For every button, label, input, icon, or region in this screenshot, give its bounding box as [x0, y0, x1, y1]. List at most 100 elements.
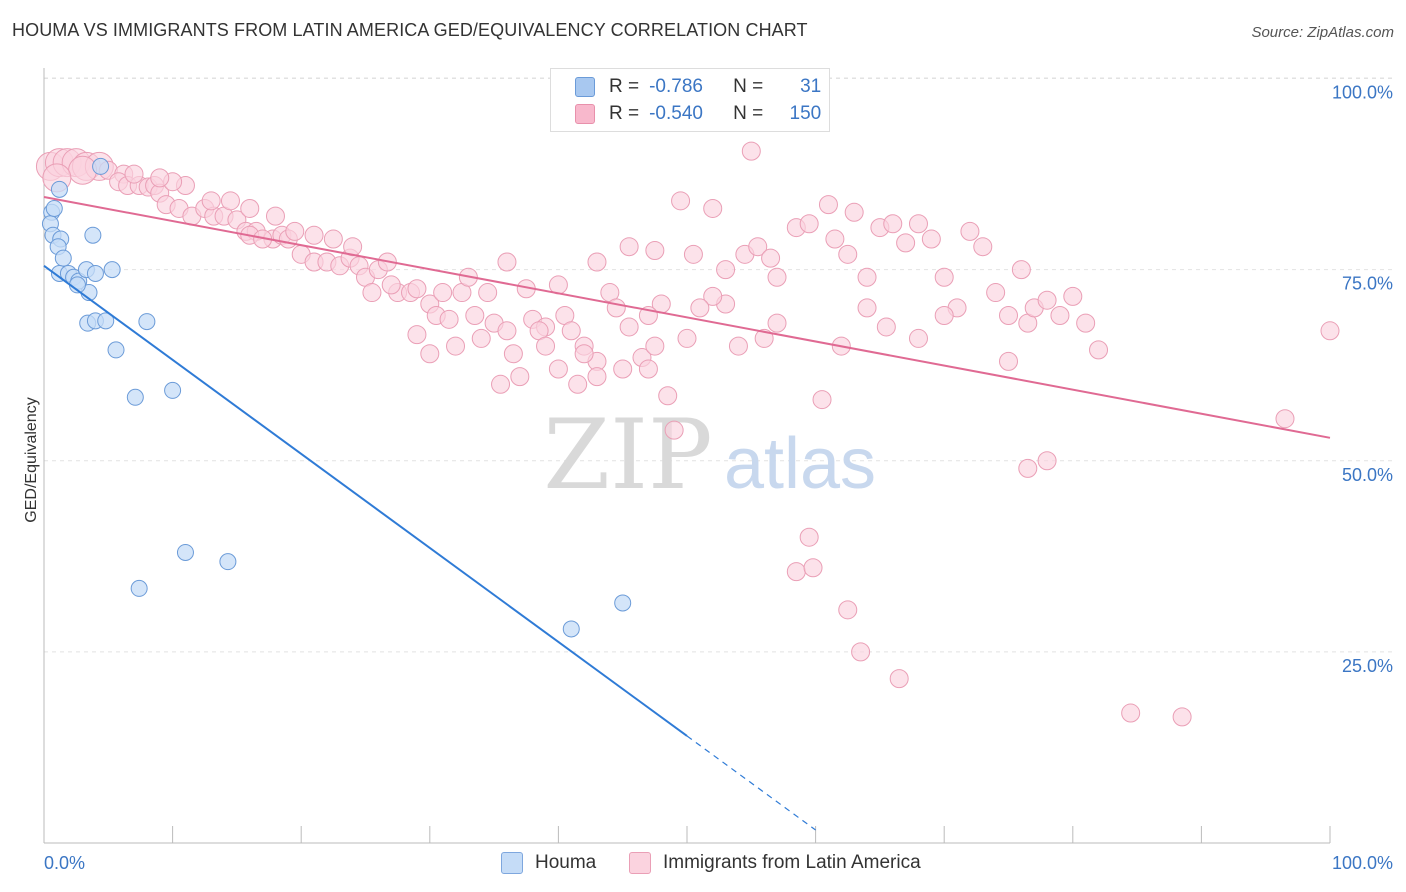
legend-n-label: N =: [733, 103, 764, 124]
immigrants-point: [658, 386, 678, 406]
immigrants-point: [645, 241, 665, 261]
immigrants-point: [265, 206, 285, 226]
immigrants-point: [908, 214, 928, 234]
immigrants-point: [606, 298, 626, 318]
immigrants-point: [497, 321, 517, 341]
immigrants-point: [896, 233, 916, 253]
immigrants-point: [786, 562, 806, 582]
houma-trend-extension: [686, 735, 816, 831]
immigrants-point: [960, 221, 980, 241]
source-label: Source: ZipAtlas.com: [1251, 24, 1394, 41]
immigrants-point: [1275, 409, 1295, 429]
immigrants-point: [799, 527, 819, 547]
houma-point: [103, 261, 121, 279]
watermark-zip: ZIP: [543, 399, 712, 511]
houma-point: [107, 341, 125, 359]
bottom-legend: Houma Immigrants from Latin America: [0, 852, 1406, 878]
immigrants-point: [1089, 340, 1109, 360]
immigrants-trend-line: [43, 196, 1331, 439]
trend-lines: [43, 196, 1331, 831]
bottom-legend-swatch-houma: [501, 852, 523, 874]
immigrants-point: [1037, 451, 1057, 471]
immigrants-point: [420, 344, 440, 364]
legend-r-label: R =: [609, 76, 640, 97]
legend-r-value: -0.786: [649, 76, 703, 97]
immigrants-point: [803, 558, 823, 578]
immigrants-point: [973, 237, 993, 257]
immigrants-point: [838, 244, 858, 264]
immigrants-point: [876, 317, 896, 337]
immigrants-point: [439, 309, 459, 329]
immigrants-point: [716, 260, 736, 280]
immigrants-point: [478, 283, 498, 303]
houma-point: [54, 249, 72, 267]
immigrants-point: [934, 305, 954, 325]
houma-point: [97, 312, 115, 330]
legend-row-houma: R = -0.786 N = 31: [575, 74, 821, 100]
houma-point: [86, 264, 104, 282]
immigrants-point: [818, 195, 838, 215]
immigrants-point: [883, 214, 903, 234]
immigrants-point: [986, 283, 1006, 303]
immigrants-point: [851, 642, 871, 662]
immigrants-point: [1063, 286, 1083, 306]
immigrants-point: [587, 252, 607, 272]
y-axis-label: GED/Equivalency: [23, 397, 40, 523]
immigrants-point: [741, 141, 761, 161]
immigrants-point: [857, 298, 877, 318]
immigrants-point: [568, 374, 588, 394]
x-tick-label: 100.0%: [1332, 853, 1393, 873]
immigrants-point: [857, 267, 877, 287]
immigrants-point: [323, 229, 343, 249]
chart-title: HOUMA VS IMMIGRANTS FROM LATIN AMERICA G…: [12, 20, 808, 40]
immigrants-point: [536, 336, 556, 356]
bottom-legend-swatch-immigrants: [629, 852, 651, 874]
immigrants-point: [908, 328, 928, 348]
immigrants-point: [381, 275, 401, 295]
immigrants-point: [1018, 458, 1038, 478]
immigrants-point: [664, 420, 684, 440]
immigrants-point: [1050, 305, 1070, 325]
legend-n-label: N =: [733, 76, 764, 97]
immigrants-point: [362, 283, 382, 303]
immigrants-point: [548, 359, 568, 379]
houma-point: [164, 381, 182, 399]
bottom-legend-label-immigrants: Immigrants from Latin America: [663, 852, 921, 873]
houma-point: [219, 553, 237, 571]
immigrants-point: [799, 214, 819, 234]
houma-point: [84, 226, 102, 244]
grid-lines: [44, 77, 1393, 653]
houma-points: [41, 157, 632, 638]
immigrants-point: [748, 237, 768, 257]
immigrants-point: [446, 336, 466, 356]
immigrants-point: [220, 191, 240, 211]
immigrants-point: [407, 325, 427, 345]
immigrants-point: [683, 244, 703, 264]
immigrants-point: [728, 336, 748, 356]
houma-point: [614, 594, 632, 612]
immigrants-point: [574, 344, 594, 364]
immigrants-point: [150, 168, 170, 188]
houma-trend-line: [43, 264, 688, 737]
houma-point: [138, 313, 156, 331]
immigrants-point: [825, 229, 845, 249]
immigrants-point: [240, 198, 260, 218]
houma-point: [50, 180, 68, 198]
immigrants-point: [1172, 707, 1192, 727]
immigrants-point: [407, 279, 427, 299]
immigrants-point: [754, 328, 774, 348]
x-tick-label: 0.0%: [44, 853, 85, 873]
immigrants-point: [1076, 313, 1096, 333]
immigrants-point: [433, 283, 453, 303]
immigrants-point: [677, 328, 697, 348]
immigrants-point: [921, 229, 941, 249]
legend-row-immigrants: R = -0.540 N = 150: [575, 101, 821, 127]
immigrants-point: [889, 669, 909, 689]
immigrants-point: [703, 286, 723, 306]
watermark: ZIP atlas: [543, 399, 876, 511]
legend-n-value: 31: [800, 76, 822, 97]
immigrants-point: [690, 298, 710, 318]
legend-swatch-immigrants: [575, 104, 595, 124]
houma-point: [126, 388, 144, 406]
y-tick-label: 25.0%: [1342, 656, 1393, 676]
